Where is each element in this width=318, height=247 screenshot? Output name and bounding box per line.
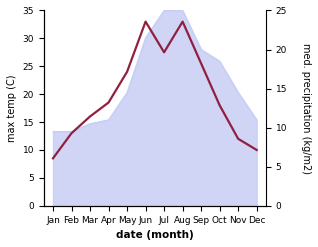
Y-axis label: med. precipitation (kg/m2): med. precipitation (kg/m2) <box>301 43 311 174</box>
Y-axis label: max temp (C): max temp (C) <box>7 74 17 142</box>
X-axis label: date (month): date (month) <box>116 230 194 240</box>
